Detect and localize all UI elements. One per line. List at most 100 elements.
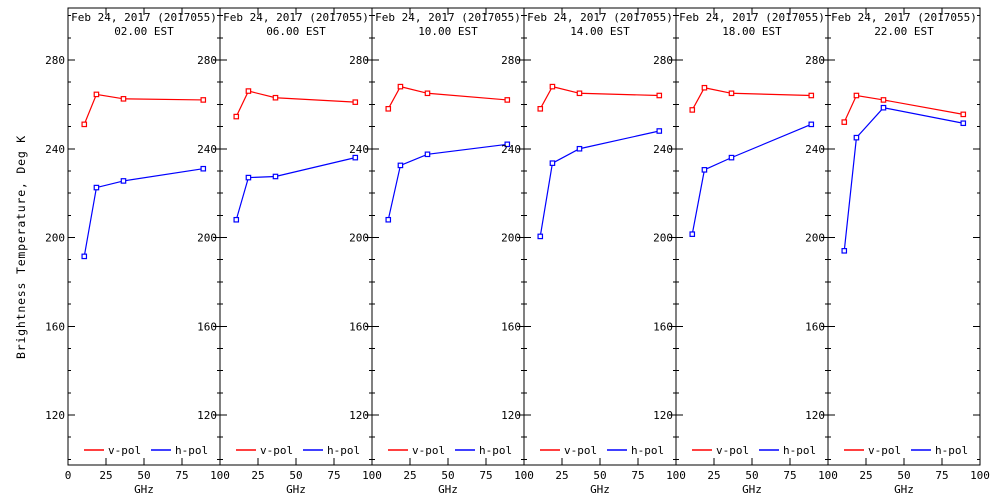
x-tick-label: 25	[251, 469, 264, 482]
y-tick-label: 160	[501, 320, 521, 333]
y-tick-label: 240	[349, 143, 369, 156]
panel-title-date: Feb 24, 2017 (2017055)	[71, 11, 217, 24]
panel-title-time: 02.00 EST	[114, 25, 174, 38]
data-point-h-pol	[93, 184, 100, 191]
data-point-h-pol	[424, 151, 431, 158]
legend-label-h-pol: h-pol	[479, 444, 512, 457]
data-point-h-pol	[841, 248, 848, 254]
x-tick-label: 50	[897, 469, 910, 482]
data-point-v-pol	[576, 90, 583, 97]
y-tick-label: 200	[501, 232, 521, 245]
series-h-pol	[235, 157, 356, 220]
data-point-h-pol	[960, 120, 967, 127]
y-tick-label: 160	[805, 320, 825, 333]
x-tick-label: 75	[175, 469, 188, 482]
y-tick-label: 280	[501, 54, 521, 67]
y-tick-label: 120	[45, 409, 65, 422]
y-tick-label: 280	[805, 54, 825, 67]
x-tick-label: 75	[479, 469, 492, 482]
data-point-v-pol	[537, 106, 544, 112]
legend-label-h-pol: h-pol	[631, 444, 664, 457]
series-h-pol	[843, 107, 964, 251]
series-v-pol	[83, 93, 204, 125]
y-tick-label: 280	[197, 54, 217, 67]
panel-title-time: 06.00 EST	[266, 25, 326, 38]
data-point-v-pol	[120, 96, 127, 102]
series-h-pol	[691, 123, 812, 235]
x-axis-title: GHz	[438, 483, 458, 496]
data-point-h-pol	[81, 253, 88, 260]
panel-title-time: 18.00 EST	[722, 25, 782, 38]
legend-label-h-pol: h-pol	[327, 444, 360, 457]
data-point-v-pol	[960, 111, 967, 118]
y-tick-label: 280	[653, 54, 673, 67]
x-tick-label: 50	[593, 469, 606, 482]
y-tick-label: 120	[805, 409, 825, 422]
data-point-h-pol	[504, 141, 511, 148]
y-tick-label: 120	[501, 409, 521, 422]
series-v-pol	[539, 85, 660, 110]
data-point-h-pol	[880, 104, 887, 111]
legend-label-v-pol: v-pol	[564, 444, 597, 457]
x-tick-label: 25	[707, 469, 720, 482]
data-point-h-pol	[853, 134, 860, 141]
panel-4: 120 160 200 240 280 25 50 75 100 GHz Feb 24, 2017 …	[501, 7, 686, 496]
x-tick-label: 50	[441, 469, 454, 482]
x-axis-title: GHz	[894, 483, 914, 496]
x-tick-label: 75	[327, 469, 340, 482]
panel-title-date: Feb 24, 2017 (2017055)	[679, 11, 825, 24]
x-tick-label: 100	[818, 469, 838, 482]
panel-title-date: Feb 24, 2017 (2017055)	[375, 11, 521, 24]
legend-label-v-pol: v-pol	[868, 444, 901, 457]
data-point-v-pol	[853, 92, 860, 99]
x-axis-title: GHz	[590, 483, 610, 496]
data-point-h-pol	[233, 216, 240, 223]
data-point-h-pol	[272, 173, 279, 180]
x-tick-label: 100	[970, 469, 990, 482]
x-tick-label: 25	[555, 469, 568, 482]
legend-label-v-pol: v-pol	[412, 444, 445, 457]
x-tick-label: 50	[289, 469, 302, 482]
panel-title-time: 22.00 EST	[874, 25, 934, 38]
x-tick-label: 100	[514, 469, 534, 482]
data-point-v-pol	[397, 83, 404, 90]
x-axis-title: GHz	[286, 483, 306, 496]
series-v-pol	[843, 94, 964, 123]
data-point-v-pol	[841, 119, 848, 125]
y-tick-label: 240	[501, 143, 521, 156]
x-tick-label: 100	[210, 469, 230, 482]
series-v-pol	[235, 90, 356, 117]
panel-6: 120 160 200 240 280 25 50 75 100 GHz Feb 24, 2017 …	[805, 7, 990, 496]
y-tick-label: 240	[653, 143, 673, 156]
data-point-v-pol	[689, 107, 696, 113]
data-point-v-pol	[504, 97, 511, 103]
panel-title-time: 10.00 EST	[418, 25, 478, 38]
series-v-pol	[691, 87, 812, 111]
data-point-v-pol	[245, 88, 252, 94]
y-tick-label: 120	[653, 409, 673, 422]
series-h-pol	[83, 168, 204, 257]
data-point-h-pol	[689, 231, 696, 237]
data-point-v-pol	[656, 92, 663, 99]
x-tick-label: 50	[745, 469, 758, 482]
data-point-v-pol	[424, 90, 431, 97]
panel-5: 120 160 200 240 280 25 50 75 100 GHz Feb 24, 2017 …	[653, 7, 838, 496]
series-h-pol	[539, 130, 660, 237]
panel-1: 120 160 200 240 280 0 25 50 75 100 GHz Feb 24, 2017…	[45, 7, 230, 496]
y-tick-label: 200	[349, 232, 369, 245]
y-tick-label: 200	[805, 232, 825, 245]
panel-title-date: Feb 24, 2017 (2017055)	[223, 11, 369, 24]
x-tick-label: 75	[783, 469, 796, 482]
y-tick-label: 160	[349, 320, 369, 333]
data-point-v-pol	[549, 83, 556, 90]
x-tick-label: 25	[859, 469, 872, 482]
y-tick-label: 120	[349, 409, 369, 422]
y-tick-label: 240	[45, 143, 65, 156]
legend-label-h-pol: h-pol	[783, 444, 816, 457]
data-point-v-pol	[352, 99, 359, 105]
y-tick-label: 160	[653, 320, 673, 333]
y-tick-label: 160	[197, 320, 217, 333]
series-h-pol	[387, 143, 508, 220]
